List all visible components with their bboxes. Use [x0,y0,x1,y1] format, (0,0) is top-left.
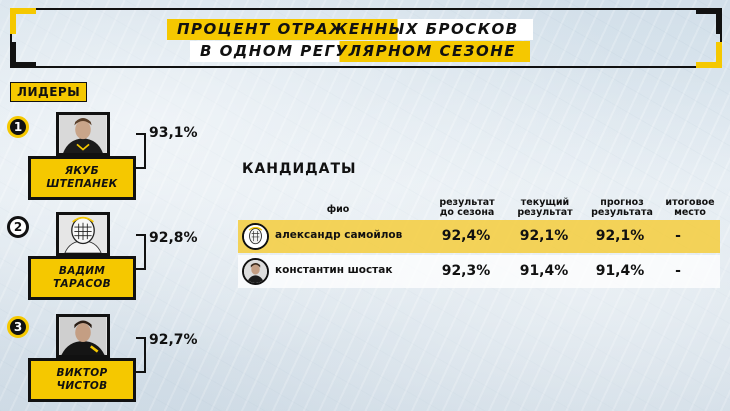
leader-first-name: ВАДИМ [58,265,106,277]
candidates-title: КАНДИДАТЫ [242,161,357,177]
name-plate: ВАДИМ ТАРАСОВ [28,256,136,300]
cell-forecast: 92,1% [595,228,645,244]
column-header-final: итоговое место [665,197,715,218]
title-frame: ПРОЦЕНТ ОТРАЖЕННЫХ БРОСКОВ В ОДНОМ РЕГУЛ… [10,8,722,68]
leader-card-3: ВИКТОР ЧИСТОВ [28,314,136,404]
table-row: константин шостак 92,3% 91,4% 91,4% - [238,255,720,288]
leader-card-2: ВАДИМ ТАРАСОВ [28,212,136,302]
title-line-1: ПРОЦЕНТ ОТРАЖЕННЫХ БРОСКОВ [167,19,533,40]
player-photo-icon [56,112,110,156]
column-header-forecast: прогноз результата [591,197,653,218]
bracket-line [136,133,146,169]
rank-badge-2: 2 [7,216,29,238]
cell-final: - [675,263,681,279]
leader-value-3: 92,7% [149,332,198,348]
leader-first-name: ЯКУБ [65,165,99,177]
bracket-line [136,337,146,373]
name-plate: ВИКТОР ЧИСТОВ [28,358,136,402]
cell-current: 91,4% [519,263,569,279]
column-header-name: фио [326,204,350,215]
cell-final: - [675,228,681,244]
leader-value-1: 93,1% [149,125,198,141]
leader-last-name: ШТЕПАНЕК [46,178,118,190]
leader-last-name: ЧИСТОВ [56,380,108,392]
leaders-label: ЛИДЕРЫ [10,82,88,102]
candidate-name: александр самойлов [275,229,403,241]
goalie-avatar-icon [242,258,269,285]
cell-current: 92,1% [519,228,569,244]
table-row: александр самойлов 92,4% 92,1% 92,1% - [238,220,720,253]
leader-last-name: ТАРАСОВ [53,278,111,290]
bracket-line [136,234,146,270]
column-header-current: текущий результат [517,197,573,218]
player-photo-icon [56,314,110,358]
rank-badge-1: 1 [7,116,29,138]
leader-first-name: ВИКТОР [56,367,108,379]
goalie-avatar-icon [242,223,269,250]
leader-card-1: ЯКУБ ШТЕПАНЕК [28,112,136,202]
name-plate: ЯКУБ ШТЕПАНЕК [28,156,136,200]
title-line-2: В ОДНОМ РЕГУЛЯРНОМ СЕЗОНЕ [190,41,531,62]
leader-value-2: 92,8% [149,230,198,246]
player-photo-icon [56,212,110,256]
candidate-name: константин шостак [275,264,393,276]
cell-before: 92,4% [441,228,491,244]
rank-badge-3: 3 [7,316,29,338]
column-header-before: результат до сезона [439,197,495,218]
cell-forecast: 91,4% [595,263,645,279]
cell-before: 92,3% [441,263,491,279]
